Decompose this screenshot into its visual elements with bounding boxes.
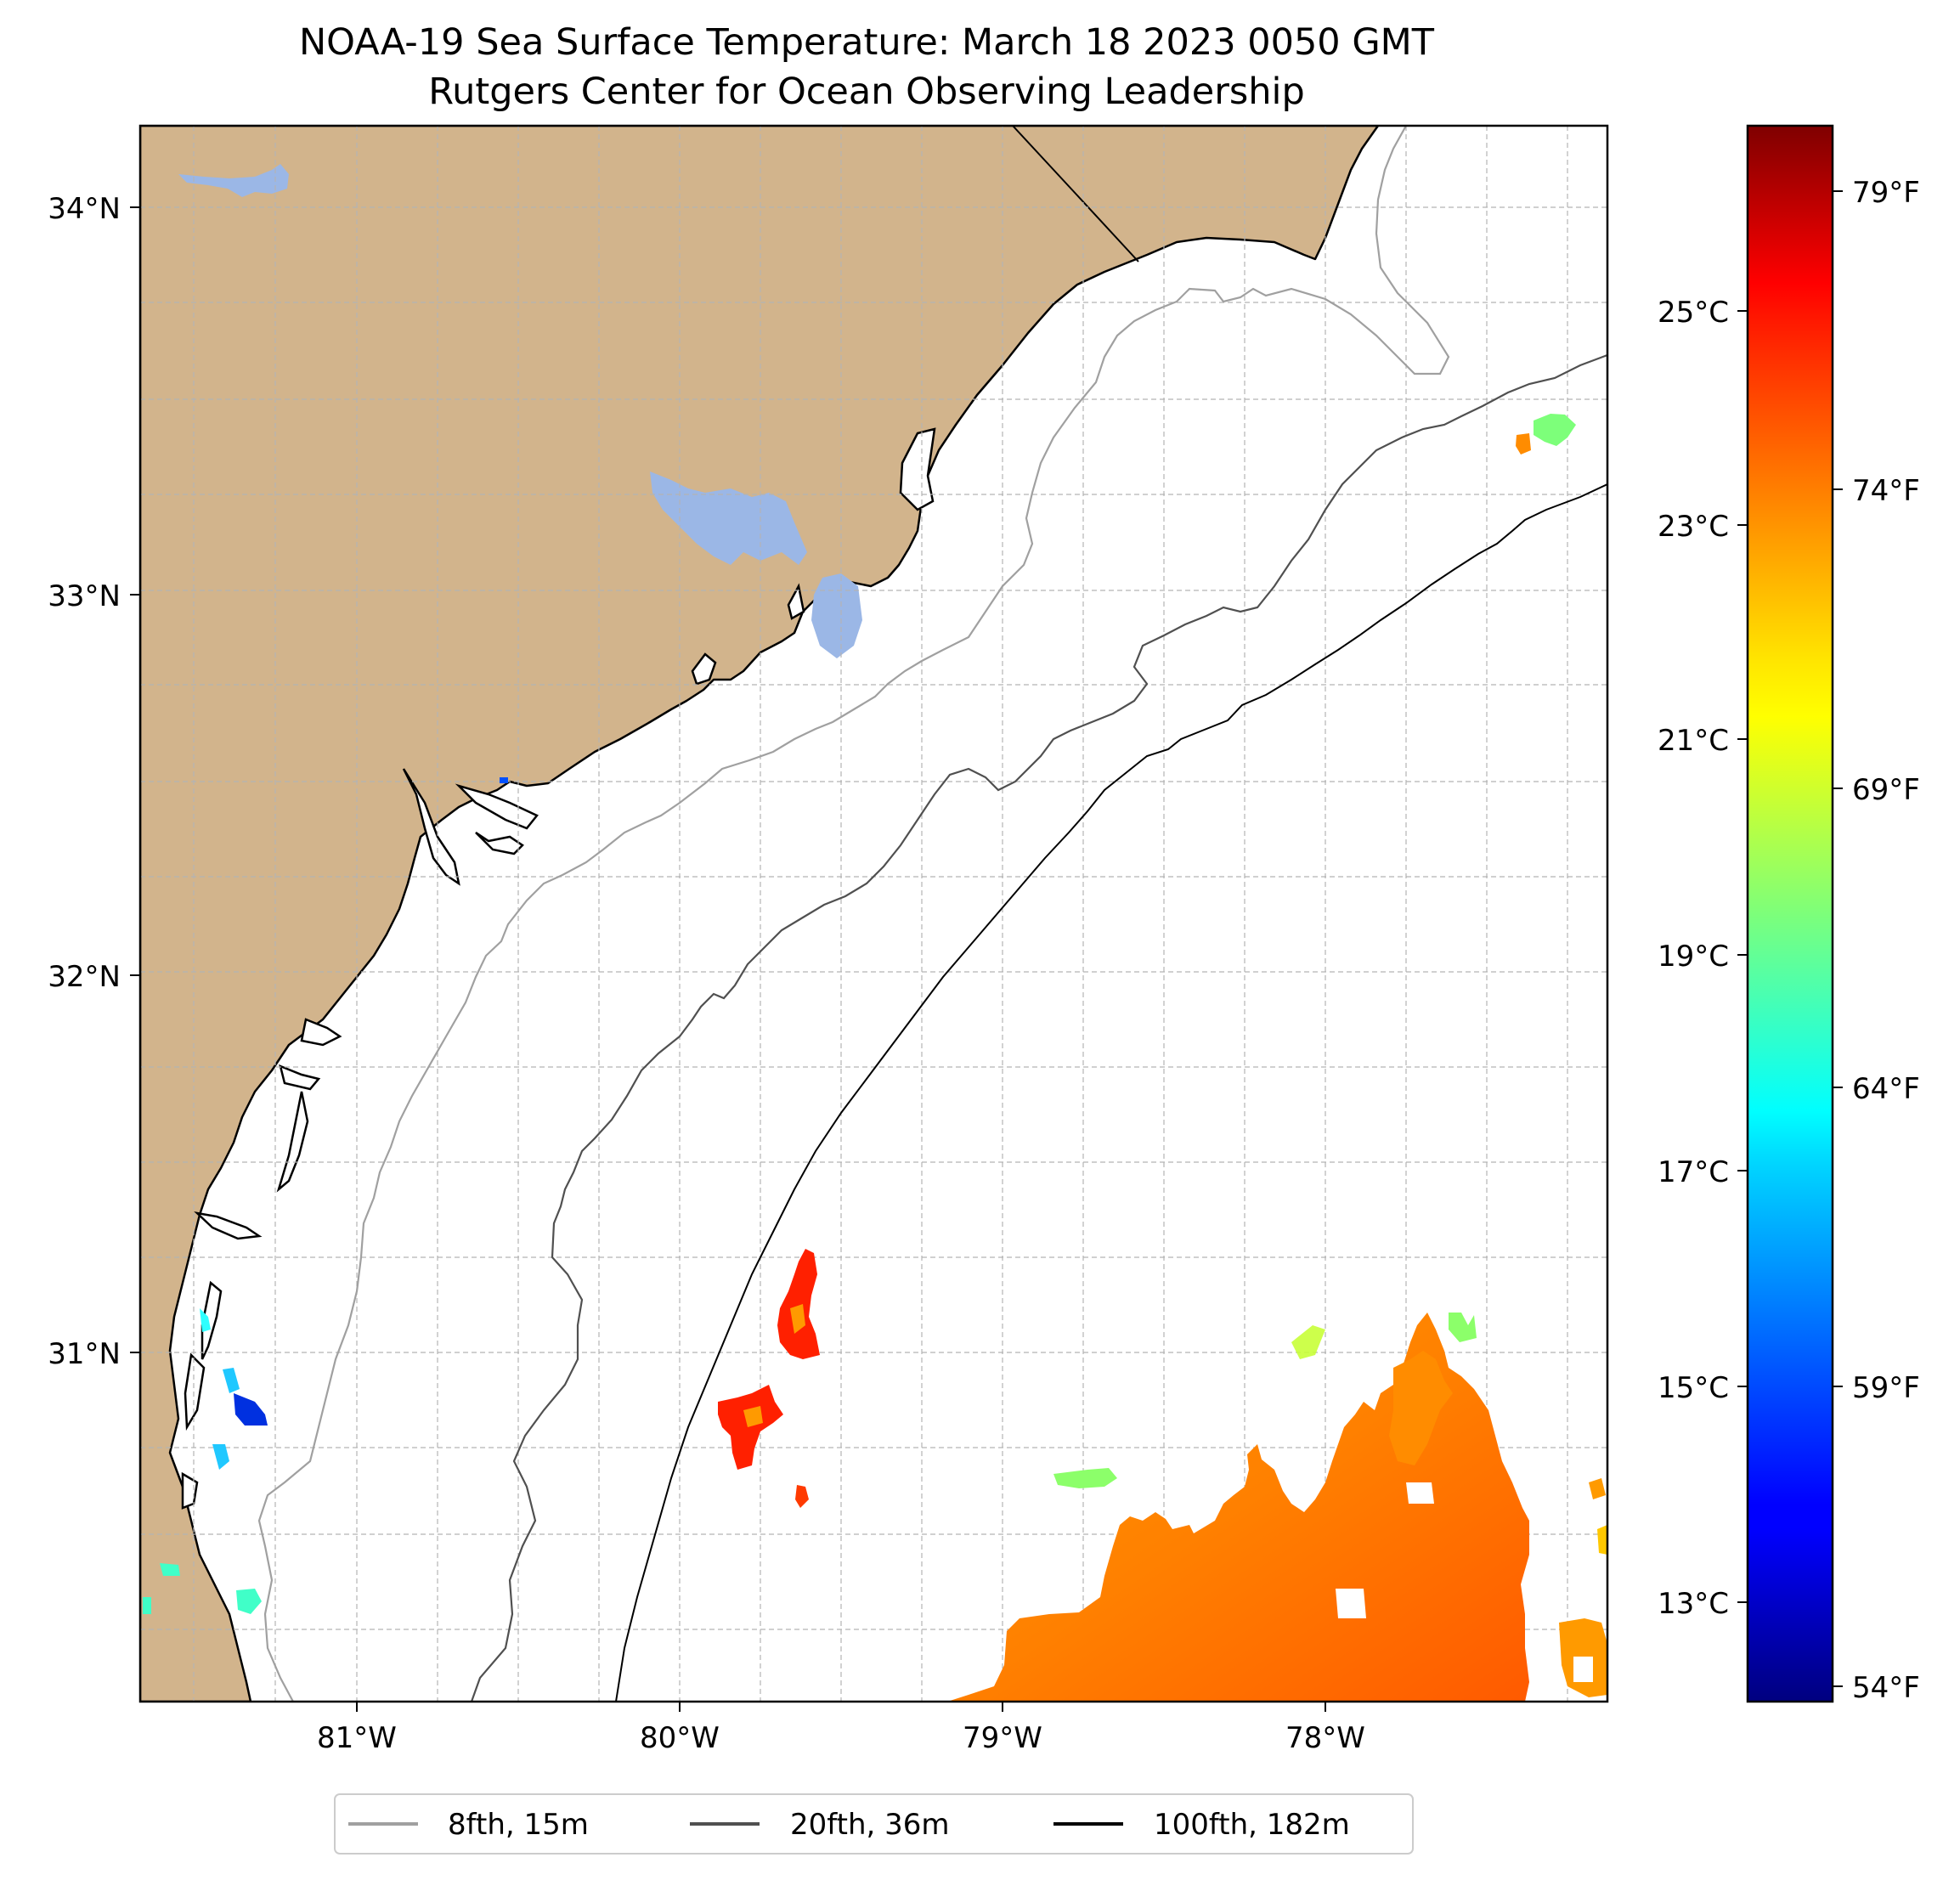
sst-patch-southeast-cool-1 [1291,1325,1325,1359]
estuary-beaufort [455,783,539,830]
colorbar-label-15c: 15°C [1658,1371,1729,1405]
sst-patch-northeast-green [1534,414,1576,446]
sst-patch-northeast-orange [1516,433,1531,454]
map-ticks [130,206,1326,1712]
sst-patch-coastal-cyan-5 [200,1308,211,1332]
sst-patch-red-south [718,1385,783,1470]
lake-north-1 [178,164,289,197]
colorbar-celsius-ticks [1737,310,1748,1603]
colorbar-label-17c: 17°C [1658,1155,1729,1189]
colorbar-label-54f: 54°F [1852,1671,1920,1705]
sst-patch-coastal-blue [234,1393,268,1426]
sst-patch-coastal-cyan-2 [212,1444,229,1470]
lat-label-32n: 32°N [48,960,121,994]
land-mass [140,126,1380,1702]
colorbar-fahrenheit-ticks [1833,190,1843,1687]
lat-label-33n: 33°N [48,579,121,613]
sst-patch-edge-1 [1589,1478,1606,1499]
legend-box [334,1793,1414,1855]
estuary-savannah [300,1018,342,1047]
lat-label-34n: 34°N [48,192,121,226]
sst-patch-southeast-gap-2 [1406,1482,1434,1504]
estuary-stmarys [184,1352,206,1431]
isobath-legend: 8fth, 15m 20fth, 36m 100fth, 182m [334,1793,1414,1855]
colorbar-label-25c: 25°C [1658,296,1729,330]
title-line-2: Rutgers Center for Ocean Observing Leade… [428,71,1305,113]
colorbar-gradient [1746,124,1834,1703]
colorbar-label-19c: 19°C [1658,940,1729,974]
title-line-1: NOAA-19 Sea Surface Temperature: March 1… [299,21,1435,64]
sst-patch-green-fringe [1449,1313,1477,1342]
map-panel [140,126,1607,1702]
sst-patch-coastal-cyan-4 [160,1563,180,1576]
sst-patch-edge-2 [1597,1525,1607,1555]
lon-label-80w: 80°W [640,1721,720,1755]
sst-patch-red-north [777,1249,820,1359]
isobath-8fth [257,126,1450,1702]
sst-patch-northwest-arm [1389,1351,1453,1465]
state-border [1012,126,1139,263]
estuary-ossabaw [279,1064,321,1091]
graticule [140,126,1607,1702]
sst-patch-coastal-cyan-6 [143,1597,151,1614]
lon-label-78w: 78°W [1285,1721,1365,1755]
sst-patch-southeast-gap [1336,1589,1366,1618]
lake-moultrie [650,471,807,565]
sst-patch-coastal-blue-2 [500,777,508,783]
colorbar-label-69f: 69°F [1852,773,1920,807]
isobath-100fth [615,483,1607,1702]
sst-patch-coastal-cyan-1 [223,1368,240,1393]
sst-data [143,414,1607,1702]
colorbar-label-21c: 21°C [1658,724,1729,758]
colorbar-label-79f: 79°F [1852,176,1920,210]
sst-patch-red-south-core [743,1406,763,1427]
estuary-santee [787,583,805,620]
legend-label-8fth: 8fth, 15m [448,1808,589,1842]
lon-label-81w: 81°W [317,1721,397,1755]
colorbar-label-13c: 13°C [1658,1587,1729,1621]
colorbar-label-23c: 23°C [1658,510,1729,544]
sst-patch-far-east-gap [1573,1657,1593,1682]
legend-label-100fth: 100fth, 182m [1154,1808,1350,1842]
estuary-stsimons [194,1211,263,1240]
sst-patch-red-north-core [790,1304,805,1334]
colorbar: 25°C 23°C 21°C 19°C 17°C 15°C 13°C 79°F … [1658,124,1920,1705]
sst-patch-coastal-cyan-3 [236,1589,262,1614]
map-frame [138,124,1609,1703]
colorbar-label-59f: 59°F [1852,1371,1920,1405]
sst-patch-green-north [1053,1468,1117,1488]
estuary-charleston [691,652,717,686]
sst-patch-red-small [795,1485,809,1508]
lon-label-79w: 79°W [963,1721,1042,1755]
legend-label-20fth: 20fth, 36m [790,1808,950,1842]
colorbar-label-74f: 74°F [1852,474,1920,508]
estuary-stelena [402,768,460,886]
sst-patch-southeast [947,1313,1529,1702]
estuary-sapelo [276,1091,309,1193]
lat-label-31n: 31°N [48,1337,121,1371]
lake-marion [811,573,862,658]
estuary-winyah [899,427,936,511]
estuary-portroyal [475,831,524,855]
isobath-20fth [470,353,1607,1702]
colorbar-label-64f: 64°F [1852,1072,1920,1106]
